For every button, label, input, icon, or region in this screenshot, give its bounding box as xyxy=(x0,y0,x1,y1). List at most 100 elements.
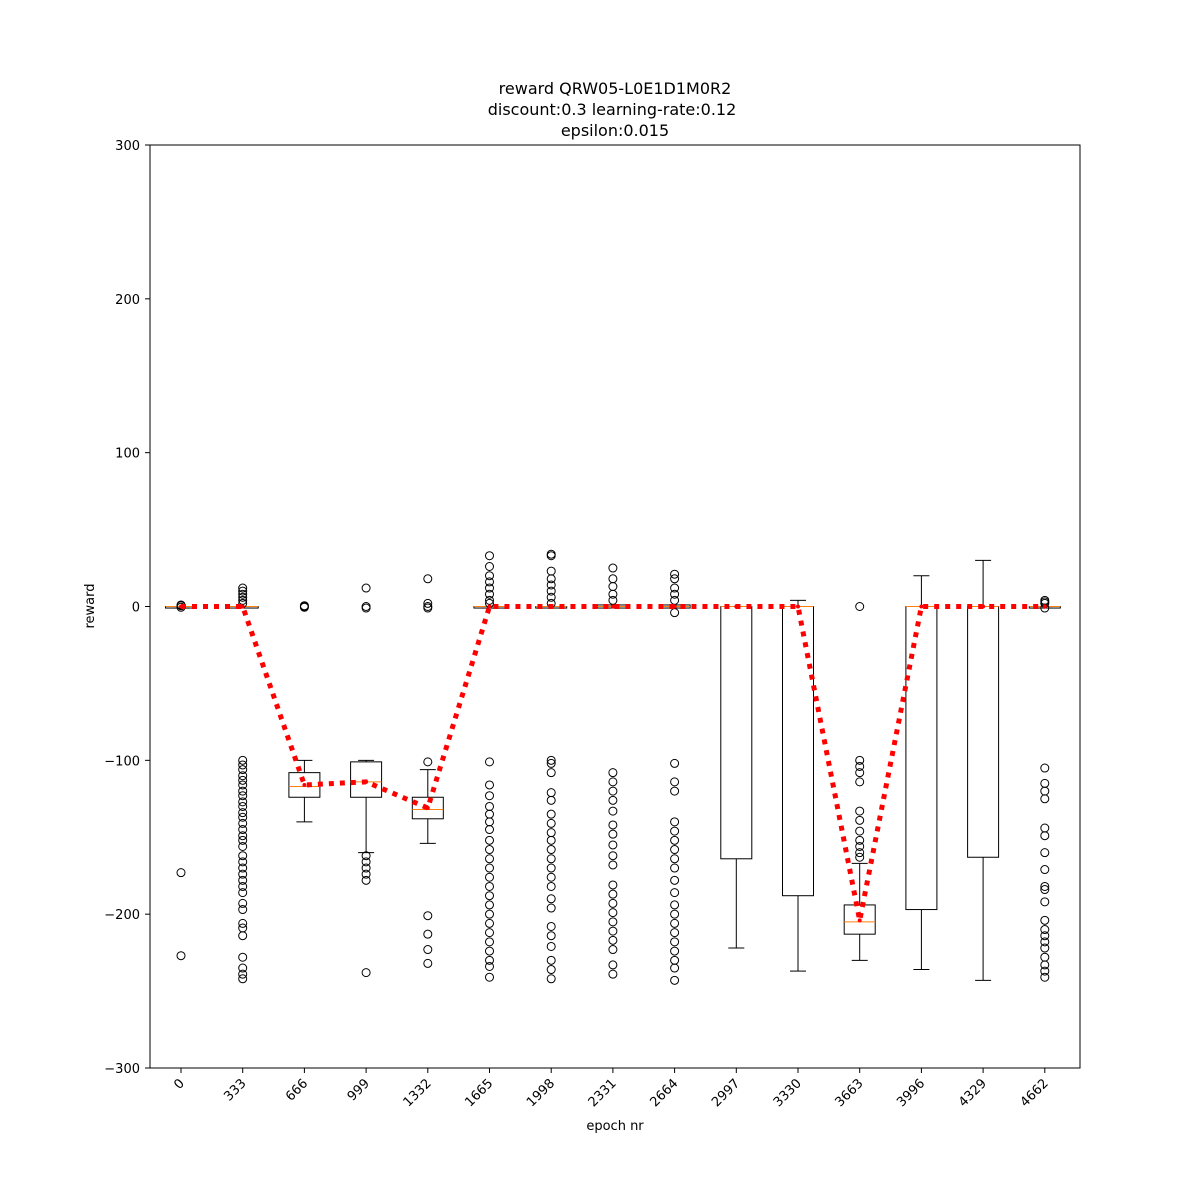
mean-point xyxy=(1042,604,1047,609)
outlier-point xyxy=(238,595,248,605)
outlier-point xyxy=(546,758,556,768)
outlier-point xyxy=(670,569,680,579)
outlier-point xyxy=(238,808,248,818)
outlier-point xyxy=(608,889,618,899)
outlier-point xyxy=(608,563,618,573)
outlier-point xyxy=(238,888,248,898)
outlier-point xyxy=(670,608,680,618)
outlier-point xyxy=(608,786,618,796)
outlier-point xyxy=(855,761,865,771)
outlier-point xyxy=(238,818,248,828)
outlier-point xyxy=(485,589,494,599)
outlier-point xyxy=(485,900,494,910)
outlier-point xyxy=(423,598,433,608)
outlier-point xyxy=(485,891,494,901)
outlier-point xyxy=(546,894,556,904)
outlier-point xyxy=(1040,925,1050,935)
outlier-point xyxy=(546,845,556,855)
outlier-point xyxy=(238,863,248,873)
outlier-point xyxy=(608,795,618,805)
outlier-point xyxy=(238,851,248,861)
outlier-point xyxy=(855,848,865,858)
outlier-point xyxy=(238,755,248,765)
chart-title-line-1: reward QRW05-L0E1D1M0R2 xyxy=(499,79,732,98)
outlier-point xyxy=(238,881,248,891)
y-axis-label: reward xyxy=(83,583,98,628)
mean-point xyxy=(364,779,369,784)
outlier-point xyxy=(1040,897,1050,907)
outlier-point xyxy=(546,755,556,765)
outlier-point xyxy=(608,969,618,979)
outlier-point xyxy=(485,863,494,873)
outlier-point xyxy=(855,755,865,765)
y-tick-label: 100 xyxy=(115,447,140,462)
outlier-point xyxy=(299,602,309,612)
outlier-point xyxy=(361,875,371,885)
outlier-point xyxy=(423,757,433,767)
outlier-point xyxy=(1040,931,1050,941)
outlier-point xyxy=(546,965,556,975)
outlier-point xyxy=(238,898,248,908)
outlier-point xyxy=(855,806,865,816)
mean-point xyxy=(919,604,924,609)
outlier-point xyxy=(608,768,618,778)
outlier-point xyxy=(423,929,433,939)
outlier-point xyxy=(423,574,433,584)
outlier-point xyxy=(238,952,248,962)
outlier-point xyxy=(238,812,248,822)
outlier-point xyxy=(546,768,556,778)
chart-title-line-3: epsilon:0.015 xyxy=(561,121,669,140)
outlier-point xyxy=(670,900,680,910)
outlier-point xyxy=(1040,915,1050,925)
outlier-point xyxy=(1040,972,1050,982)
outlier-point xyxy=(670,909,680,919)
y-tick-label: −200 xyxy=(104,908,140,923)
outlier-point xyxy=(608,945,618,955)
outlier-point xyxy=(670,863,680,873)
mean-point xyxy=(981,604,986,609)
outlier-point xyxy=(485,562,494,572)
outlier-point xyxy=(361,863,371,873)
outlier-point xyxy=(238,974,248,984)
outlier-point xyxy=(1040,960,1050,970)
outlier-point xyxy=(855,841,865,851)
outlier-point xyxy=(361,857,371,867)
outlier-point xyxy=(546,931,556,941)
outlier-point xyxy=(238,780,248,790)
outlier-point xyxy=(485,961,494,971)
outlier-point xyxy=(608,860,618,870)
outlier-point xyxy=(855,835,865,845)
outlier-point xyxy=(361,869,371,879)
box-iqr xyxy=(843,904,876,935)
outlier-point xyxy=(670,583,680,593)
outlier-point xyxy=(546,955,556,965)
mean-point xyxy=(857,918,862,923)
outlier-point xyxy=(670,928,680,938)
outlier-point xyxy=(546,863,556,873)
outlier-point xyxy=(238,905,248,915)
outlier-point xyxy=(546,835,556,845)
y-tick-label: 0 xyxy=(132,601,140,616)
outlier-point xyxy=(608,880,618,890)
outlier-point xyxy=(485,955,494,965)
outlier-point xyxy=(176,951,186,961)
outlier-point xyxy=(1040,881,1050,891)
outlier-point xyxy=(546,551,556,561)
outlier-point xyxy=(608,917,618,927)
outlier-point xyxy=(855,768,865,778)
outlier-point xyxy=(485,583,494,593)
y-tick-label: 200 xyxy=(115,293,140,308)
outlier-point xyxy=(238,592,248,602)
outlier-point xyxy=(485,551,494,561)
outlier-point xyxy=(670,963,680,973)
mean-point xyxy=(179,604,183,609)
y-tick-label: −100 xyxy=(104,754,140,769)
outlier-point xyxy=(361,603,371,613)
mean-point xyxy=(549,604,554,609)
outlier-point xyxy=(485,845,494,855)
outlier-point xyxy=(238,765,248,775)
outlier-point xyxy=(1040,865,1050,875)
outlier-point xyxy=(238,869,248,879)
